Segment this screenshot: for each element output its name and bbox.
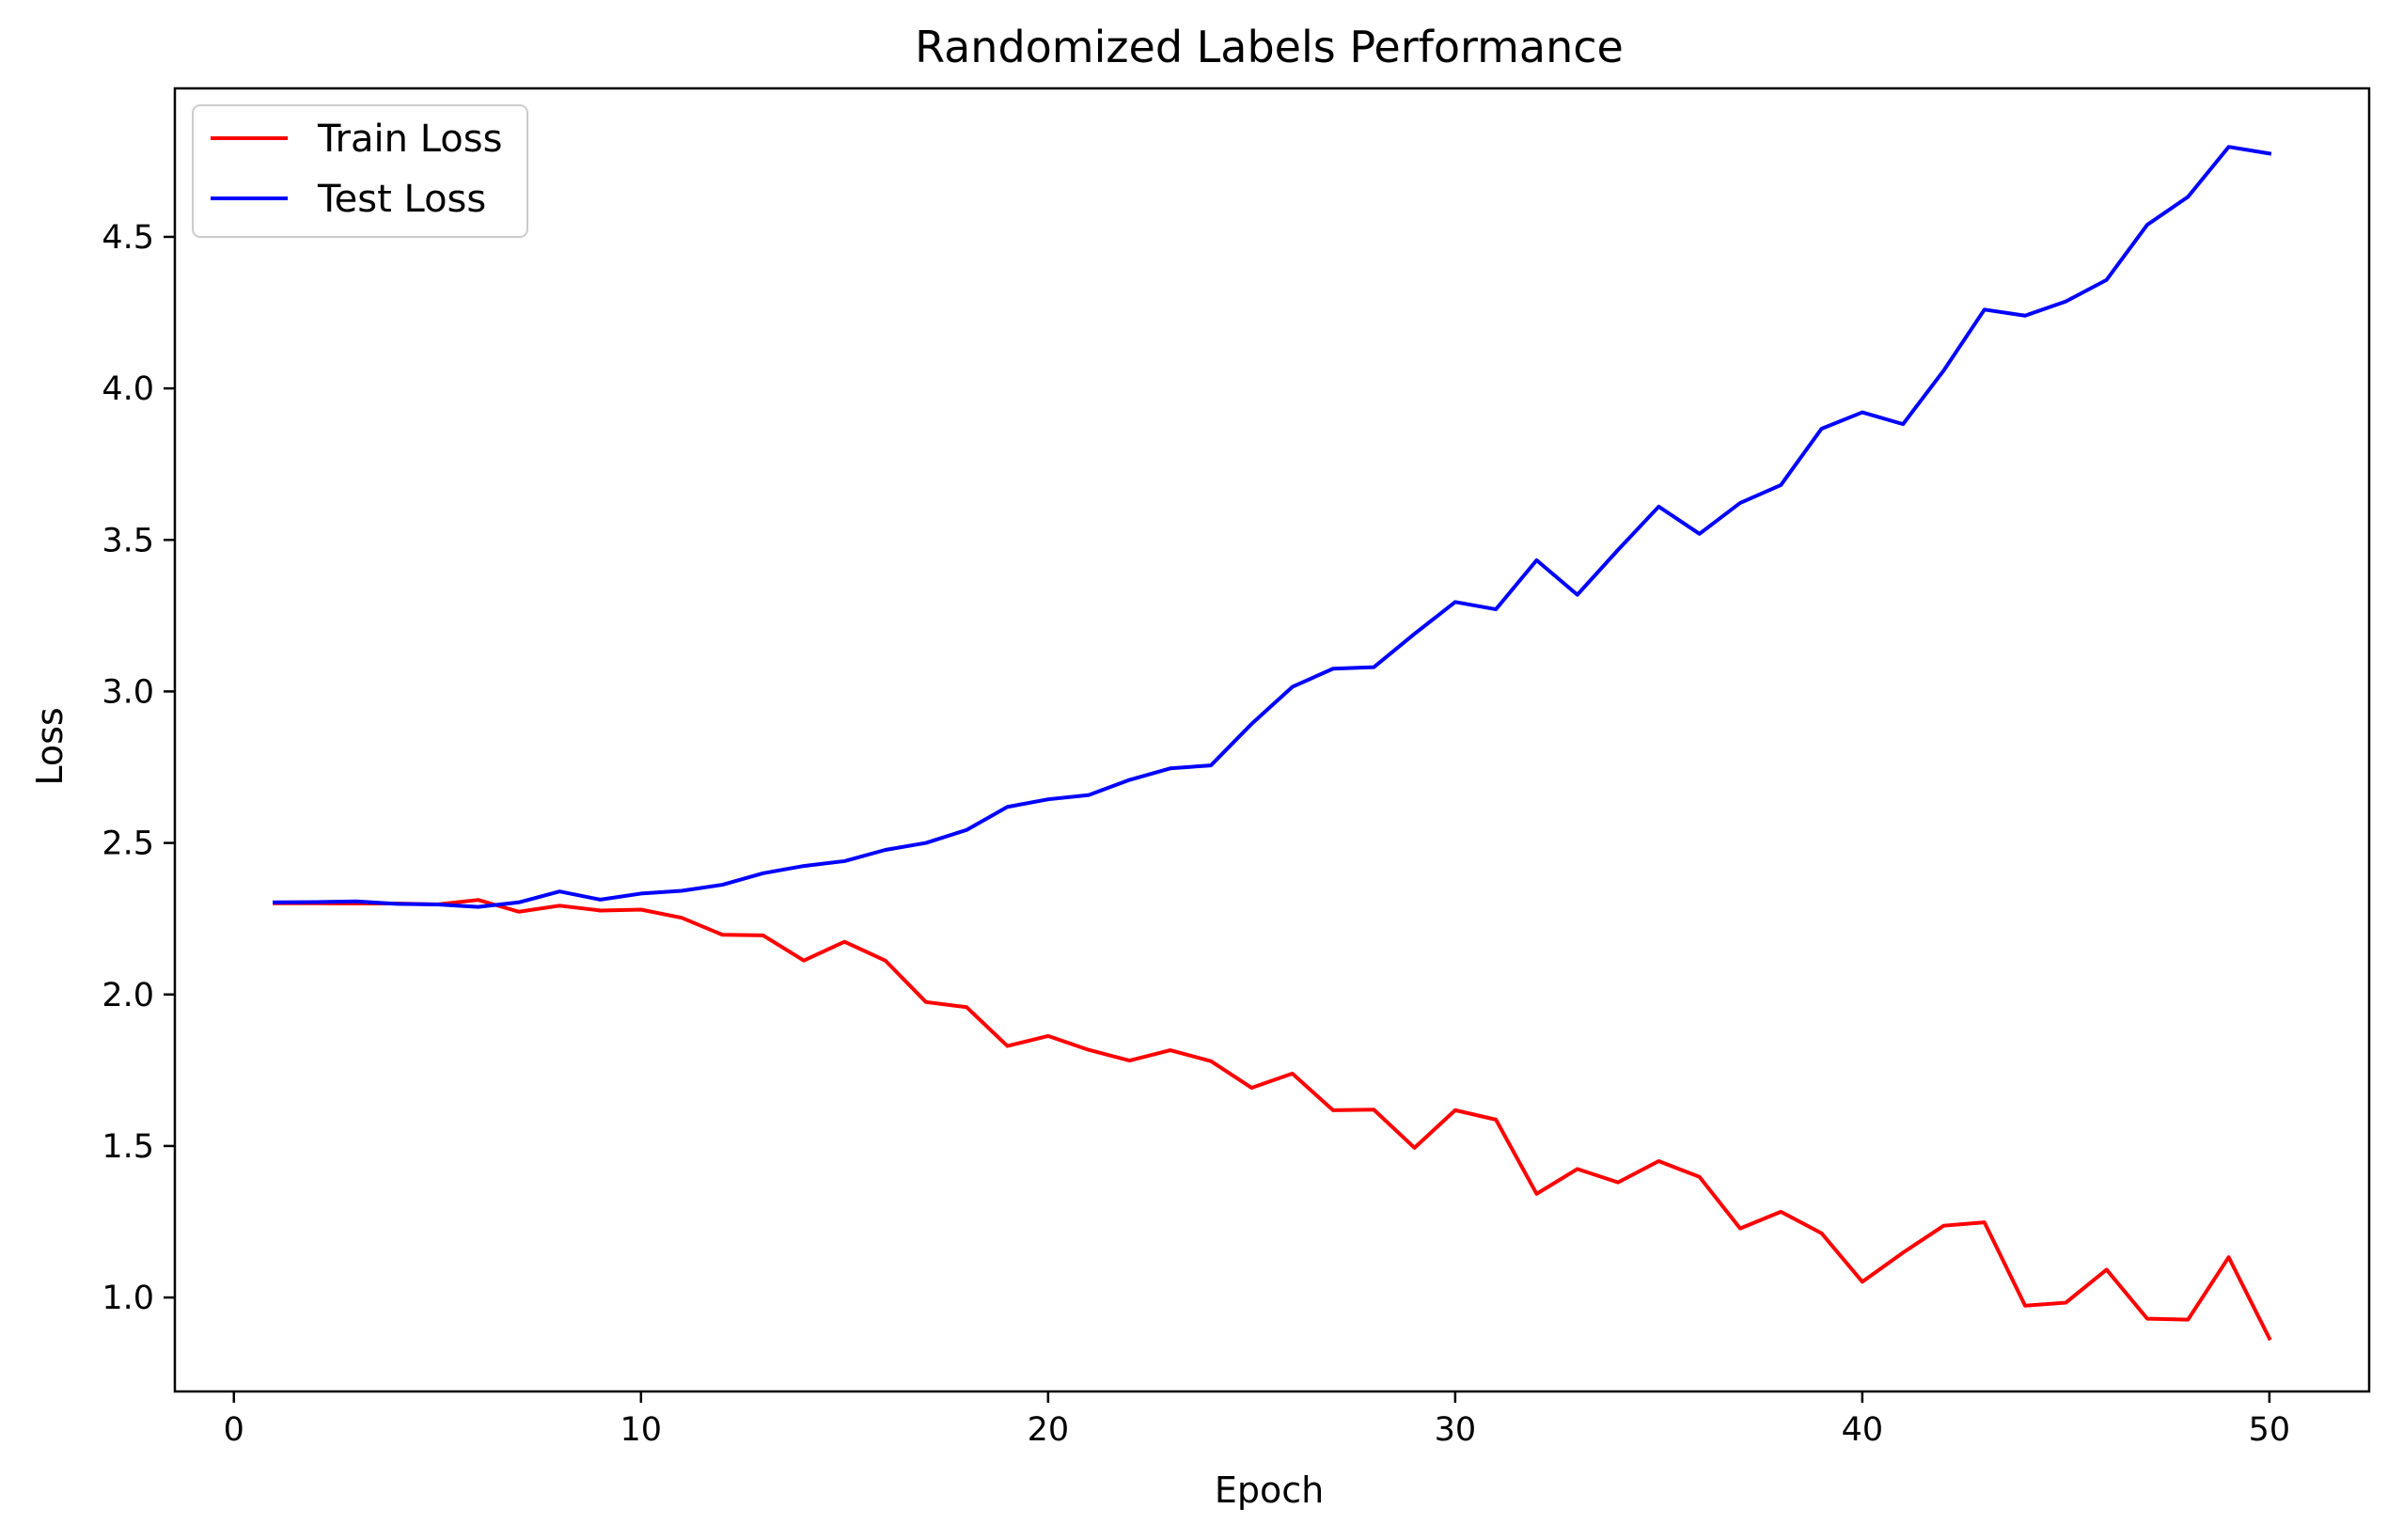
x-tick-label: 40 [1842, 1411, 1884, 1449]
x-axis-ticks: 0 10 20 30 40 50 [224, 1391, 2291, 1449]
y-tick-label: 4.0 [102, 370, 154, 408]
legend-label-test-loss: Test Loss [317, 178, 486, 221]
plot-area [273, 145, 2272, 1342]
y-axis-label: Loss [29, 707, 71, 785]
x-tick-label: 0 [224, 1411, 244, 1449]
y-tick-label: 4.5 [102, 219, 154, 257]
plot-frame [173, 86, 2371, 1393]
x-tick-label: 20 [1028, 1411, 1070, 1449]
y-tick-label: 3.5 [102, 522, 154, 559]
legend: Train Loss Test Loss [192, 104, 528, 238]
series-line-test-loss [273, 145, 2272, 909]
chart-title: Randomized Labels Performance [915, 22, 1624, 72]
legend-label-train-loss: Train Loss [317, 118, 502, 161]
y-tick-label: 1.5 [102, 1128, 154, 1166]
x-tick-label: 30 [1435, 1411, 1477, 1449]
y-tick-label: 2.5 [102, 825, 154, 863]
y-axis-ticks: 1.0 1.5 2.0 2.5 3.0 3.5 4.0 4.5 [102, 219, 175, 1317]
y-tick-label: 3.0 [102, 673, 154, 711]
y-tick-label: 2.0 [102, 977, 154, 1014]
y-tick-label: 1.0 [102, 1280, 154, 1317]
x-tick-label: 10 [620, 1411, 663, 1449]
x-tick-label: 50 [2249, 1411, 2291, 1449]
x-axis-label: Epoch [1215, 1469, 1324, 1511]
series-line-train-loss [273, 898, 2272, 1342]
